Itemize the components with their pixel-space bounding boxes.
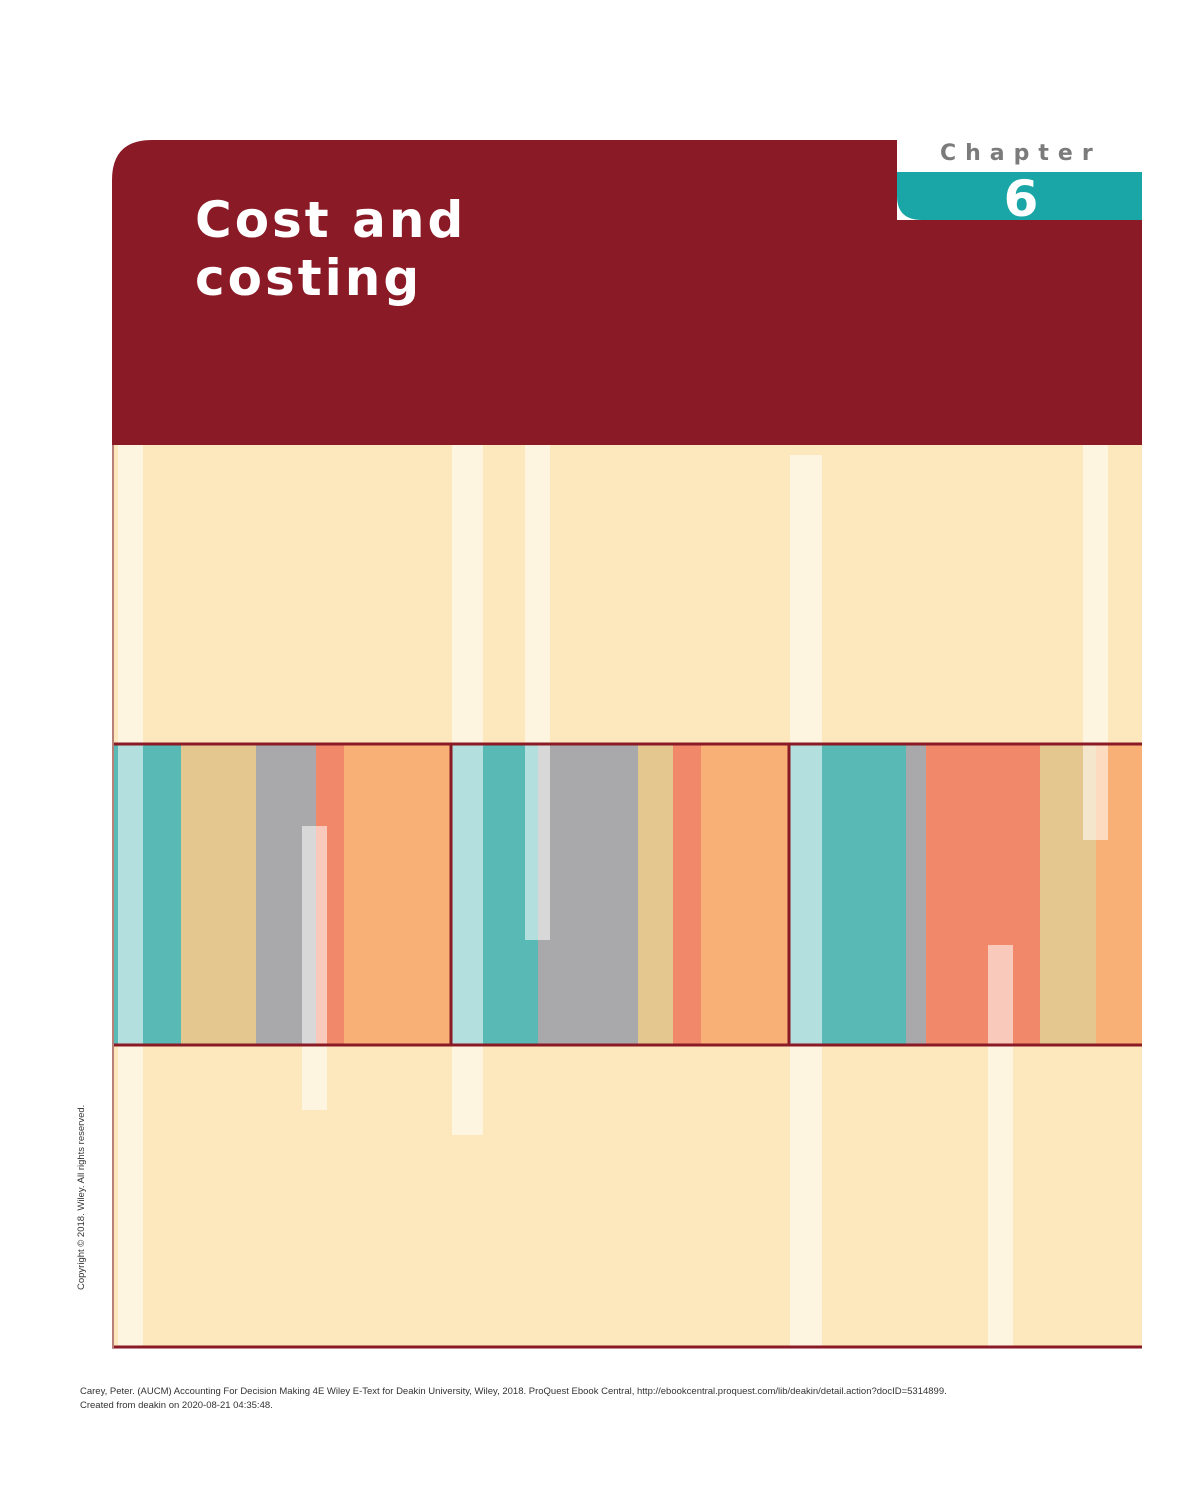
chapter-number: 6: [1004, 170, 1039, 228]
header-block: [112, 140, 1142, 445]
title-line: Cost and: [195, 191, 466, 249]
citation: Carey, Peter. (AUCM) Accounting For Deci…: [80, 1386, 947, 1397]
light-bars: [118, 445, 1108, 1348]
chapter-tab: [897, 172, 1142, 220]
created-date: Created from deakin on 2020-08-21 04:35:…: [80, 1400, 273, 1411]
stripe-band: [112, 745, 1142, 1044]
title-line: costing: [195, 249, 422, 307]
chapter-label: Chapter: [940, 141, 1102, 166]
rules: [112, 742, 1142, 1349]
copyright: Copyright © 2018. Wiley. All rights rese…: [76, 1105, 87, 1290]
